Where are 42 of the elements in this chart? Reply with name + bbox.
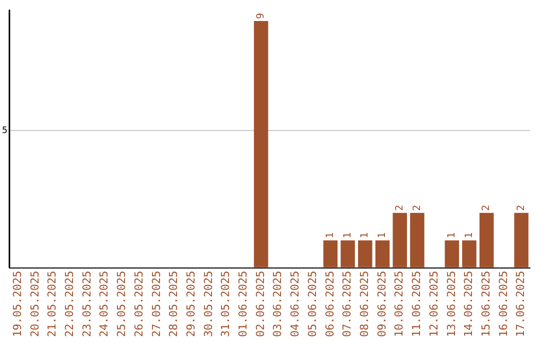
- x-tick-label: 21.05.2025: [46, 270, 59, 338]
- data-label: 2: [481, 204, 492, 211]
- data-label: 2: [412, 204, 423, 211]
- x-tick-label: 02.06.2025: [254, 270, 267, 338]
- x-tick-label: 27.05.2025: [150, 270, 163, 338]
- x-tick-label: 05.06.2025: [306, 270, 319, 338]
- x-tick-label: 30.05.2025: [202, 270, 215, 338]
- data-label: 1: [464, 232, 475, 238]
- x-tick-label: 14.06.2025: [462, 270, 476, 338]
- x-tick-label: 26.05.2025: [132, 270, 146, 338]
- x-tick-label: 22.05.2025: [63, 270, 76, 338]
- x-tick-label: 23.05.2025: [80, 270, 94, 338]
- x-tick-label: 19.05.2025: [10, 270, 24, 338]
- x-tick-label: 06.06.2025: [323, 270, 336, 338]
- x-tick-label: 12.06.2025: [427, 270, 440, 338]
- x-tick-label: 25.05.2025: [115, 270, 128, 338]
- x-tick-label: 17.06.2025: [514, 270, 528, 338]
- x-tick-label: 13.06.2025: [444, 270, 458, 338]
- x-tick-label: 11.06.2025: [410, 270, 424, 338]
- data-label: 1: [325, 232, 336, 238]
- x-tick-label: 15.06.2025: [479, 270, 492, 338]
- x-tick-label: 24.05.2025: [98, 270, 111, 338]
- x-tick-label: 29.05.2025: [184, 270, 198, 338]
- x-tick-label: 16.06.2025: [496, 270, 510, 338]
- data-label: 2: [516, 204, 527, 211]
- x-tick-label: 01.06.2025: [236, 270, 250, 338]
- data-label: 1: [377, 232, 388, 238]
- x-tick-label: 08.06.2025: [358, 270, 372, 338]
- data-label: 1: [446, 232, 458, 238]
- y-tick-label: 5: [2, 126, 8, 136]
- data-label: 1: [360, 232, 371, 238]
- x-tick-label: 31.05.2025: [219, 270, 232, 338]
- data-label: 1: [342, 232, 354, 238]
- x-tick-label: 28.05.2025: [167, 270, 180, 338]
- x-tick-label: 10.06.2025: [392, 270, 406, 338]
- x-tick-label: 07.06.2025: [340, 270, 354, 338]
- x-tick-label: 09.06.2025: [375, 270, 388, 338]
- data-label: 2: [394, 204, 406, 211]
- x-tick-label: 20.05.2025: [28, 270, 42, 338]
- data-label: 9: [256, 12, 267, 19]
- x-tick-label: 03.06.2025: [271, 270, 284, 338]
- x-tick-label: 04.06.2025: [288, 270, 302, 338]
